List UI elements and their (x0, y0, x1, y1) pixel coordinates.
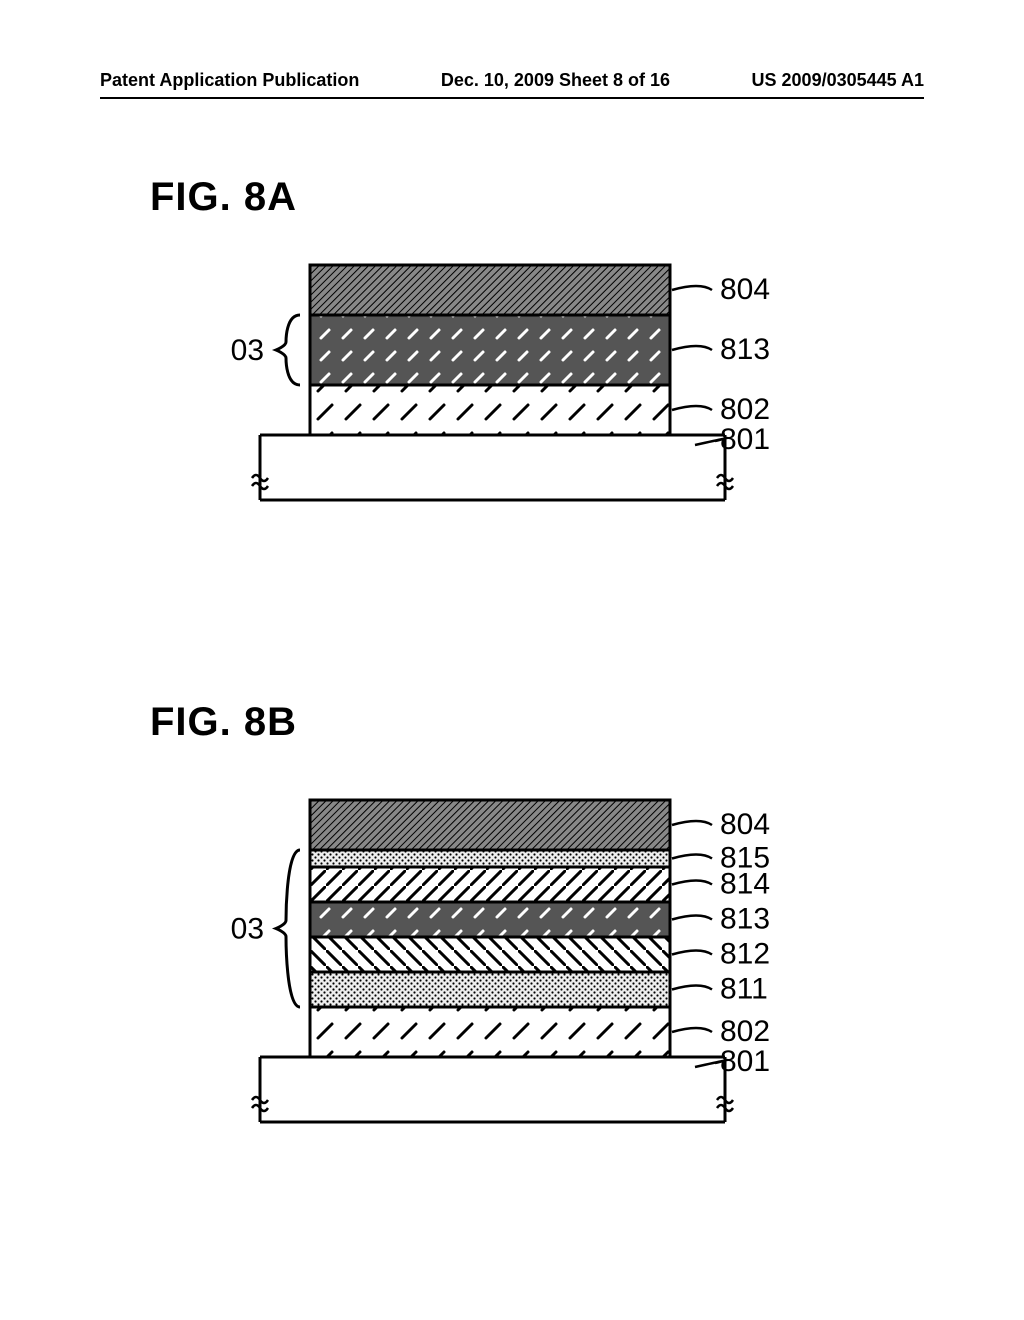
svg-text:803: 803 (230, 913, 264, 946)
fig-8b-diagram: 801802811812813814815804803 (230, 790, 870, 1150)
fig-8a-diagram: 801802 813 804 803 (230, 255, 870, 535)
fig-8a-title: FIG. 8A (150, 175, 297, 220)
svg-text:801: 801 (720, 1045, 770, 1078)
header-right: US 2009/0305445 A1 (752, 70, 924, 91)
svg-text:801: 801 (720, 423, 770, 456)
svg-text:803: 803 (230, 334, 264, 367)
svg-text:815: 815 (720, 842, 770, 875)
svg-text:813: 813 (720, 333, 770, 366)
svg-text:804: 804 (720, 273, 770, 306)
page-header: Patent Application Publication Dec. 10, … (100, 70, 924, 99)
svg-text:804: 804 (720, 808, 770, 841)
svg-text:813: 813 (720, 903, 770, 936)
svg-text:811: 811 (720, 973, 768, 1006)
svg-text:802: 802 (720, 1015, 770, 1048)
fig-8b-title: FIG. 8B (150, 700, 297, 745)
svg-text:812: 812 (720, 938, 770, 971)
svg-text:802: 802 (720, 393, 770, 426)
header-left: Patent Application Publication (100, 70, 359, 91)
header-center: Dec. 10, 2009 Sheet 8 of 16 (441, 70, 670, 91)
